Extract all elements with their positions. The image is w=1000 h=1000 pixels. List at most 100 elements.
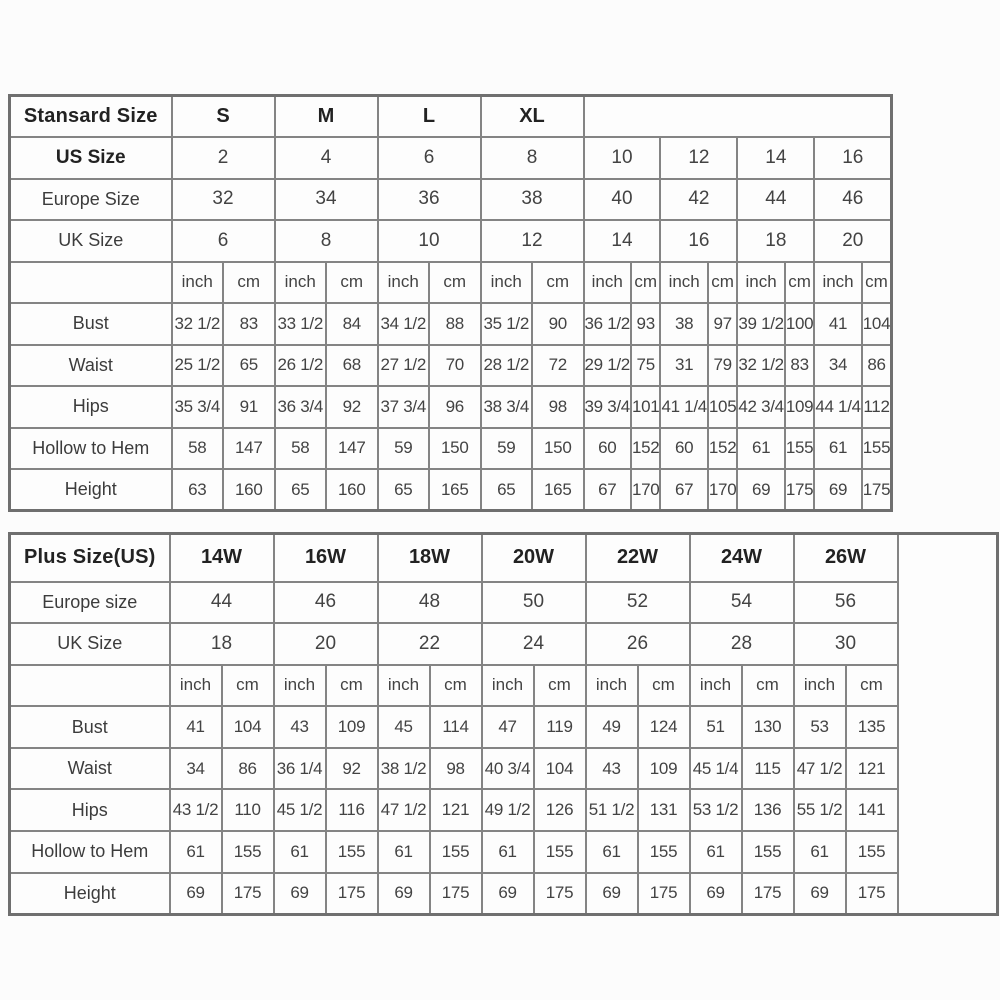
measurement-value-cell: 65 [376,468,430,512]
measurement-value-cell: 98 [531,385,585,429]
measurement-value-cell: 84 [325,302,379,346]
row-label: Europe size [8,580,171,625]
measurement-value-cell: 28 1/2 [479,343,533,387]
unit-header: cm [844,663,899,708]
size-value-cell: 2 [170,136,276,180]
measurement-value-cell: 41 1/4 [659,385,709,429]
unit-header: inch [480,663,535,708]
measurement-value-cell: 165 [531,468,585,512]
measurement-value-cell: 175 [220,871,275,916]
table-corner-label: Stansard Size [8,94,173,138]
measurement-row: Hips 43 1/2 110 45 1/2 116 47 1/2 121 49 1/2 126… [8,788,998,833]
size-group-header: 24W [688,532,795,583]
measurement-value-cell: 53 1/2 [688,788,743,833]
measurement-value-cell: 69 [272,871,327,916]
size-value-cell: 46 [813,177,893,221]
measurement-value-cell: 155 [783,426,816,470]
measurement-value-cell: 104 [220,705,275,749]
measurement-value-cell: 109 [324,705,379,749]
measurement-value-cell: 34 1/2 [376,302,430,346]
measurement-value-cell: 97 [706,302,739,346]
measurement-value-cell: 175 [324,871,379,916]
size-value-cell: 28 [688,622,795,666]
unit-row-blank-cell [8,260,173,304]
unit-header: cm [220,663,275,708]
measurement-value-cell: 115 [740,746,795,791]
unit-header: inch [273,260,327,304]
row-label: Waist [8,343,173,387]
measurement-value-cell: 32 1/2 [736,343,786,387]
measurement-value-cell: 112 [860,385,893,429]
unit-header: inch [272,663,327,708]
measurement-value-cell: 170 [629,468,662,512]
size-value-cell: 18 [168,622,275,666]
unit-header: cm [222,260,276,304]
table-header-row: Plus Size(US) 14W 16W 18W 20W 22W 24W 26W [8,532,999,916]
measurement-value-cell: 152 [706,426,739,470]
size-value-cell: 12 [479,219,585,263]
measurement-value-cell: 49 [584,705,639,749]
size-value-cell: 6 [376,136,482,180]
row-label: Hips [8,385,173,429]
unit-header: cm [783,260,816,304]
measurement-value-cell: 47 1/2 [376,788,431,833]
measurement-value-cell: 175 [783,468,816,512]
measurement-value-cell: 43 [584,746,639,791]
measurement-value-cell: 41 [168,705,223,749]
measurement-value-cell: 131 [636,788,691,833]
measurement-value-cell: 141 [844,788,899,833]
measurement-value-cell: 121 [844,746,899,791]
measurement-value-cell: 91 [222,385,276,429]
unit-row-blank-cell [8,663,171,708]
measurement-value-cell: 121 [428,788,483,833]
unit-header: cm [740,663,795,708]
measurement-value-cell: 96 [428,385,482,429]
unit-header: inch [170,260,224,304]
measurement-value-cell: 155 [860,426,893,470]
measurement-value-cell: 116 [324,788,379,833]
unit-header: cm [706,260,739,304]
size-value-cell: 20 [272,622,379,666]
unit-row: inch cm inch cm inch cm inch cm inch cm inch cm inch… [8,260,893,304]
size-value-cell: 14 [736,136,816,180]
unit-header: inch [376,663,431,708]
size-value-cell: 56 [792,580,899,625]
measurement-value-cell: 69 [480,871,535,916]
size-group-header: 14W [168,532,275,583]
size-value-cell: 48 [376,580,483,625]
unit-header: cm [860,260,893,304]
measurement-value-cell: 34 [168,746,223,791]
size-value-cell: 10 [582,136,662,180]
measurement-value-cell: 114 [428,705,483,749]
size-value-cell: 6 [170,219,276,263]
measurement-value-cell: 150 [428,426,482,470]
row-label: Waist [8,746,171,791]
measurement-value-cell: 67 [659,468,709,512]
measurement-value-cell: 33 1/2 [273,302,327,346]
size-group-header: S [170,94,276,138]
measurement-value-cell: 155 [844,830,899,874]
measurement-value-cell: 109 [636,746,691,791]
measurement-value-cell: 61 [272,830,327,874]
size-row: Europe size 44 46 48 50 52 54 56 [8,580,998,625]
row-label: Height [8,871,171,916]
size-value-cell: 50 [480,580,587,625]
measurement-value-cell: 109 [783,385,816,429]
measurement-value-cell: 36 1/4 [272,746,327,791]
size-group-header: 26W [792,532,899,583]
unit-header: cm [636,663,691,708]
measurement-row: Hips 35 3/4 91 36 3/4 92 37 3/4 96 38 3/4 98 39 3… [8,385,893,429]
size-value-cell: 14 [582,219,662,263]
size-group-header: L [376,94,482,138]
row-label: US Size [8,136,173,180]
measurement-value-cell: 175 [636,871,691,916]
size-value-cell: 12 [659,136,739,180]
size-value-cell: 34 [273,177,379,221]
measurement-value-cell: 69 [584,871,639,916]
size-value-cell: 42 [659,177,739,221]
measurement-value-cell: 61 [736,426,786,470]
measurement-value-cell: 60 [582,426,632,470]
row-label: Europe Size [8,177,173,221]
measurement-value-cell: 175 [428,871,483,916]
measurement-value-cell: 27 1/2 [376,343,430,387]
